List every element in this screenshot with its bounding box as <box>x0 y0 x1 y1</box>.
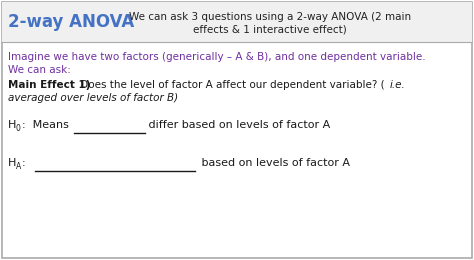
Text: H: H <box>8 120 17 130</box>
Text: effects & 1 interactive effect): effects & 1 interactive effect) <box>193 25 347 35</box>
Text: differ based on levels of factor A: differ based on levels of factor A <box>145 120 330 130</box>
Text: Does the level of factor A affect our dependent variable? (: Does the level of factor A affect our de… <box>77 80 384 90</box>
Text: :: : <box>22 158 33 168</box>
Text: based on levels of factor A: based on levels of factor A <box>198 158 350 168</box>
Text: Main Effect 1): Main Effect 1) <box>8 80 91 90</box>
Text: averaged over levels of factor B): averaged over levels of factor B) <box>8 93 178 103</box>
Text: We can ask 3 questions using a 2-way ANOVA (2 main: We can ask 3 questions using a 2-way ANO… <box>129 12 411 22</box>
Text: :  Means: : Means <box>22 120 73 130</box>
Text: i.e.: i.e. <box>390 80 406 90</box>
Text: H: H <box>8 158 17 168</box>
Text: A: A <box>16 162 21 171</box>
Text: Imagine we have two factors (generically – A & B), and one dependent variable.: Imagine we have two factors (generically… <box>8 52 426 62</box>
Text: We can ask:: We can ask: <box>8 65 71 75</box>
Text: 0: 0 <box>16 124 21 133</box>
Bar <box>2 2 472 42</box>
Text: 2-way ANOVA: 2-way ANOVA <box>8 13 134 31</box>
